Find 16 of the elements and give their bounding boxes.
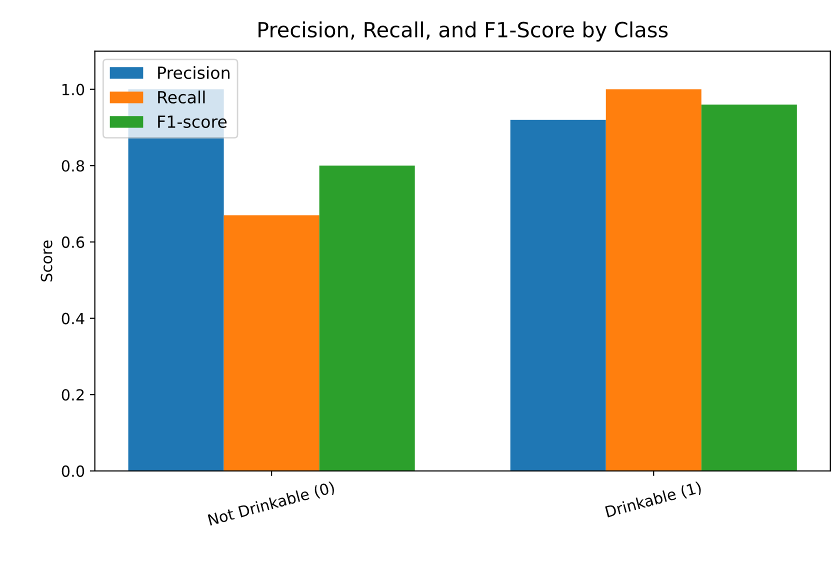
y-axis-title: Score (40, 240, 52, 282)
bar (606, 89, 702, 471)
y-tick-label: 1.0 (62, 84, 84, 96)
y-tick-label: 0.2 (62, 389, 84, 401)
bar (319, 166, 415, 471)
legend-label: Recall (158, 90, 205, 104)
bar (510, 120, 606, 471)
chart-title: Precision, Recall, and F1-Score by Class (258, 21, 668, 42)
y-tick-label: 0.0 (62, 465, 84, 477)
legend-label: F1-score (158, 116, 227, 128)
bar (224, 215, 320, 471)
y-tick-label: 0.6 (62, 236, 84, 248)
bar (701, 104, 797, 471)
legend-label: Precision (158, 66, 230, 80)
y-tick-label: 0.8 (62, 160, 84, 172)
y-tick-label: 0.4 (62, 312, 84, 324)
